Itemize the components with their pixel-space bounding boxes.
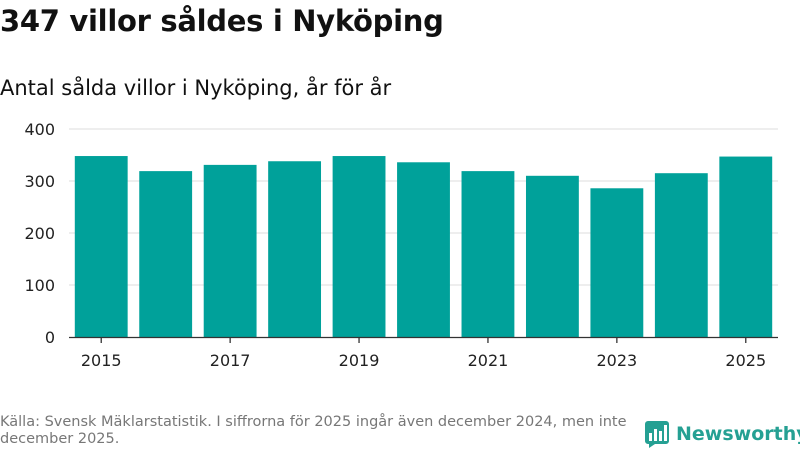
chart-subtitle: Antal sålda villor i Nyköping, år för år: [0, 76, 392, 100]
y-tick-label: 100: [24, 276, 55, 295]
logo-text: Newsworthy: [676, 423, 800, 445]
newsworthy-logo: Newsworthy: [645, 419, 800, 449]
bar-2021: [461, 171, 515, 337]
x-tick-label: 2025: [725, 351, 766, 370]
y-tick-label: 200: [24, 224, 55, 243]
x-tick-label: 2021: [468, 351, 509, 370]
y-tick-label: 400: [24, 120, 55, 139]
bar-2023: [590, 188, 644, 337]
bar-2025: [719, 156, 773, 337]
y-tick-label: 0: [45, 328, 55, 347]
bar-2016: [139, 171, 193, 337]
x-tick-label: 2015: [81, 351, 122, 370]
bar-2024: [654, 173, 708, 337]
y-tick-label: 300: [24, 172, 55, 191]
source-note: Källa: Svensk Mäklarstatistik. I siffror…: [0, 414, 627, 447]
bar-2015: [74, 156, 128, 337]
x-tick-label: 2019: [339, 351, 380, 370]
bar-2020: [397, 162, 450, 337]
bar-2022: [525, 175, 579, 337]
x-tick-label: 2017: [210, 351, 251, 370]
bar-2019: [332, 156, 386, 337]
bar-2017: [203, 164, 257, 337]
bar-2018: [268, 161, 322, 337]
x-tick-label: 2023: [597, 351, 638, 370]
chart-title: 347 villor såldes i Nyköping: [0, 4, 444, 38]
bar-chart-icon: [645, 420, 669, 448]
